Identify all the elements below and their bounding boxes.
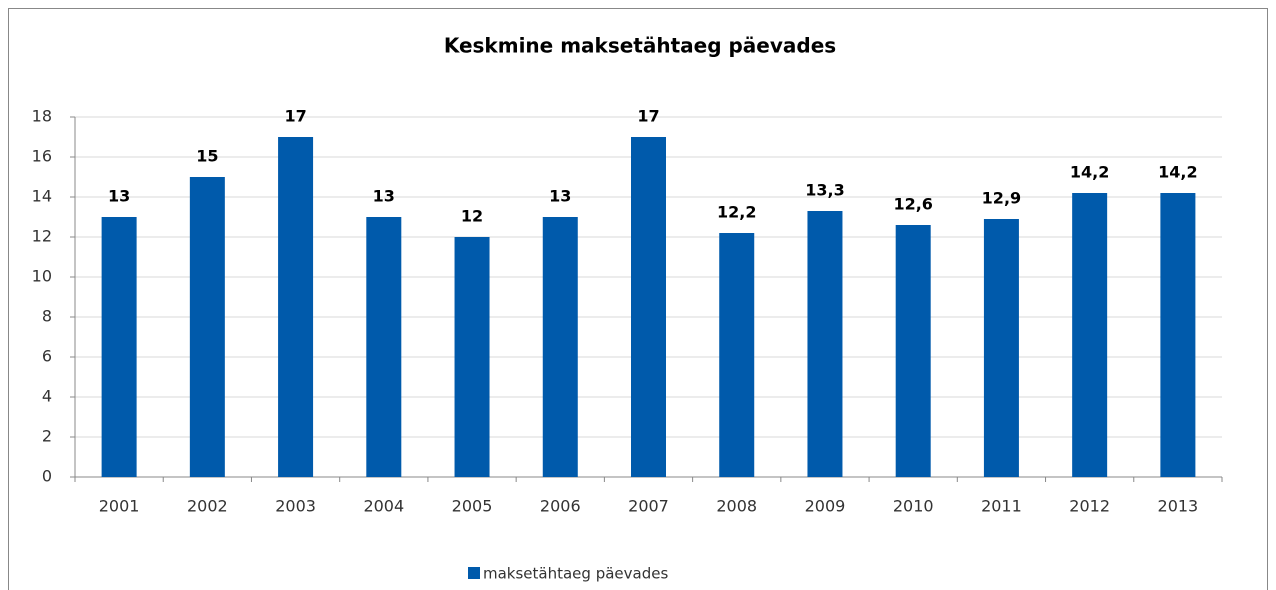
- data-label: 17: [637, 107, 659, 126]
- bar: [631, 137, 666, 477]
- data-label: 12,6: [893, 195, 932, 214]
- bar: [807, 211, 843, 477]
- x-tick-label: 2004: [363, 497, 404, 516]
- y-tick-label: 0: [42, 467, 52, 486]
- chart-title: Keskmine maksetähtaeg päevades: [444, 34, 836, 58]
- data-label: 14,2: [1158, 163, 1197, 182]
- bar: [1160, 193, 1196, 477]
- bar: [101, 217, 137, 477]
- y-tick-label: 8: [42, 307, 52, 326]
- bar: [366, 217, 402, 477]
- x-tick-label: 2006: [540, 497, 581, 516]
- x-tick-label: 2013: [1158, 497, 1199, 516]
- x-tick-label: 2012: [1069, 497, 1110, 516]
- y-tick-label: 2: [42, 427, 52, 446]
- x-tick-label: 2008: [716, 497, 757, 516]
- y-tick-label: 6: [42, 347, 52, 366]
- data-label: 13: [373, 187, 395, 206]
- bar: [189, 177, 225, 477]
- x-tick-label: 2009: [805, 497, 846, 516]
- data-label: 15: [196, 147, 218, 166]
- bar: [278, 137, 314, 477]
- bar: [542, 217, 578, 477]
- legend-label: maksetähtaeg päevades: [483, 565, 668, 583]
- x-tick-label: 2007: [628, 497, 669, 516]
- data-label: 12,9: [982, 189, 1021, 208]
- data-label: 13: [549, 187, 571, 206]
- x-tick-label: 2010: [893, 497, 934, 516]
- data-label: 17: [284, 107, 306, 126]
- bar: [1072, 193, 1108, 477]
- x-tick-label: 2002: [187, 497, 228, 516]
- y-tick-label: 18: [32, 107, 52, 126]
- bar: [719, 233, 755, 477]
- y-tick-label: 12: [32, 227, 52, 246]
- y-tick-label: 14: [32, 187, 52, 206]
- x-tick-label: 2003: [275, 497, 316, 516]
- x-tick-label: 2001: [99, 497, 140, 516]
- y-tick-label: 10: [32, 267, 52, 286]
- data-label: 13,3: [805, 181, 844, 200]
- y-tick-label: 4: [42, 387, 52, 406]
- bar: [895, 225, 931, 477]
- x-tick-label: 2005: [452, 497, 493, 516]
- bar: [454, 237, 490, 477]
- bar: [983, 219, 1019, 477]
- data-label: 12,2: [717, 203, 756, 222]
- legend-swatch: [468, 567, 480, 579]
- data-label: 13: [108, 187, 130, 206]
- data-label: 12: [461, 207, 483, 226]
- data-label: 14,2: [1070, 163, 1109, 182]
- y-tick-label: 16: [32, 147, 52, 166]
- x-tick-label: 2011: [981, 497, 1022, 516]
